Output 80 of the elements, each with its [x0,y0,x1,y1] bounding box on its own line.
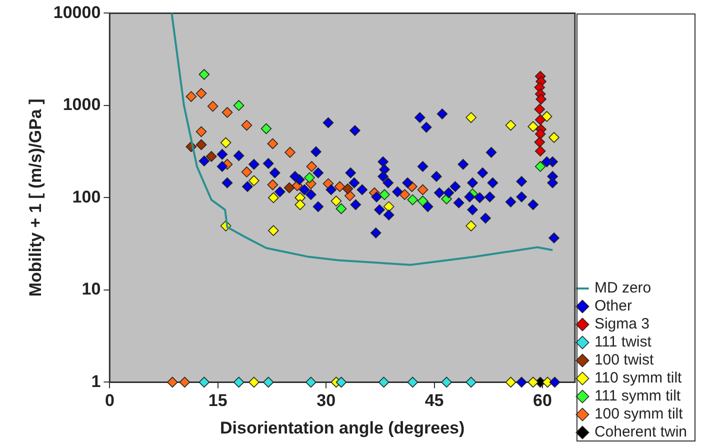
point [268,192,279,204]
x-tick-label: 0 [104,391,114,410]
x-tick-label: 30 [316,391,336,410]
point [417,196,428,206]
point [383,201,394,212]
point [206,151,217,162]
x-tick-label: 45 [424,391,444,410]
legend-label: 100 twist [594,352,654,369]
point [379,189,390,200]
legend-label: MD zero [594,280,652,297]
point [407,194,418,206]
point [304,172,315,184]
point [534,136,546,148]
point [167,376,178,388]
point [233,376,244,388]
point [267,179,278,190]
point [260,123,272,134]
point [262,376,274,388]
point [399,189,410,200]
point [342,183,354,194]
point [241,166,252,178]
legend-label: Sigma 3 [594,316,650,333]
point [505,376,516,388]
point [233,100,244,111]
point [196,139,207,150]
point [179,376,190,388]
point [336,376,347,388]
point [330,196,342,206]
y-tick-label: 1 [91,372,101,391]
point [548,132,560,143]
point [207,100,218,112]
point [336,203,347,214]
y-tick-label: 10000 [53,2,101,22]
x-tick-label: 60 [533,391,552,410]
point [306,376,316,388]
y-axis-title: Mobility + 1 [ (m/s)/GPa ] [26,98,45,297]
point [534,128,546,140]
point [466,112,476,123]
point [186,91,197,102]
point [407,376,418,388]
y-tick-label: 10 [82,280,101,299]
point [534,104,546,115]
point [220,137,232,148]
point [198,69,210,80]
point [198,376,210,388]
point [536,94,546,105]
point [534,161,546,172]
point [534,146,546,156]
legend-label: Coherent twin [594,424,688,441]
x-axis-title: Disorientation angle (degrees) [220,418,465,438]
point [294,199,306,210]
legend-label: 111 twist [594,334,652,351]
point [528,376,539,388]
point [505,120,516,131]
y-tick-label: 100 [72,187,101,206]
legend-label: Other [594,298,632,315]
point [334,181,346,192]
legend-label: 110 symm tilt [594,370,683,387]
point [378,376,390,388]
point [284,182,295,194]
point [268,225,279,236]
y-tick-label: 1000 [62,95,101,114]
point [441,376,452,388]
point [222,107,233,118]
legend-label: 111 symm tilt [594,388,682,405]
point [241,120,252,131]
point [417,184,428,196]
point [248,376,260,388]
point [534,114,546,126]
point [466,376,476,388]
x-tick-label: 15 [208,391,228,410]
point [284,146,296,158]
point [267,138,278,150]
point [196,126,207,138]
point [196,88,207,99]
point [248,175,260,186]
point [306,161,318,172]
point [528,121,539,132]
point [466,220,476,232]
legend-label: 100 symm tilt [594,406,684,423]
